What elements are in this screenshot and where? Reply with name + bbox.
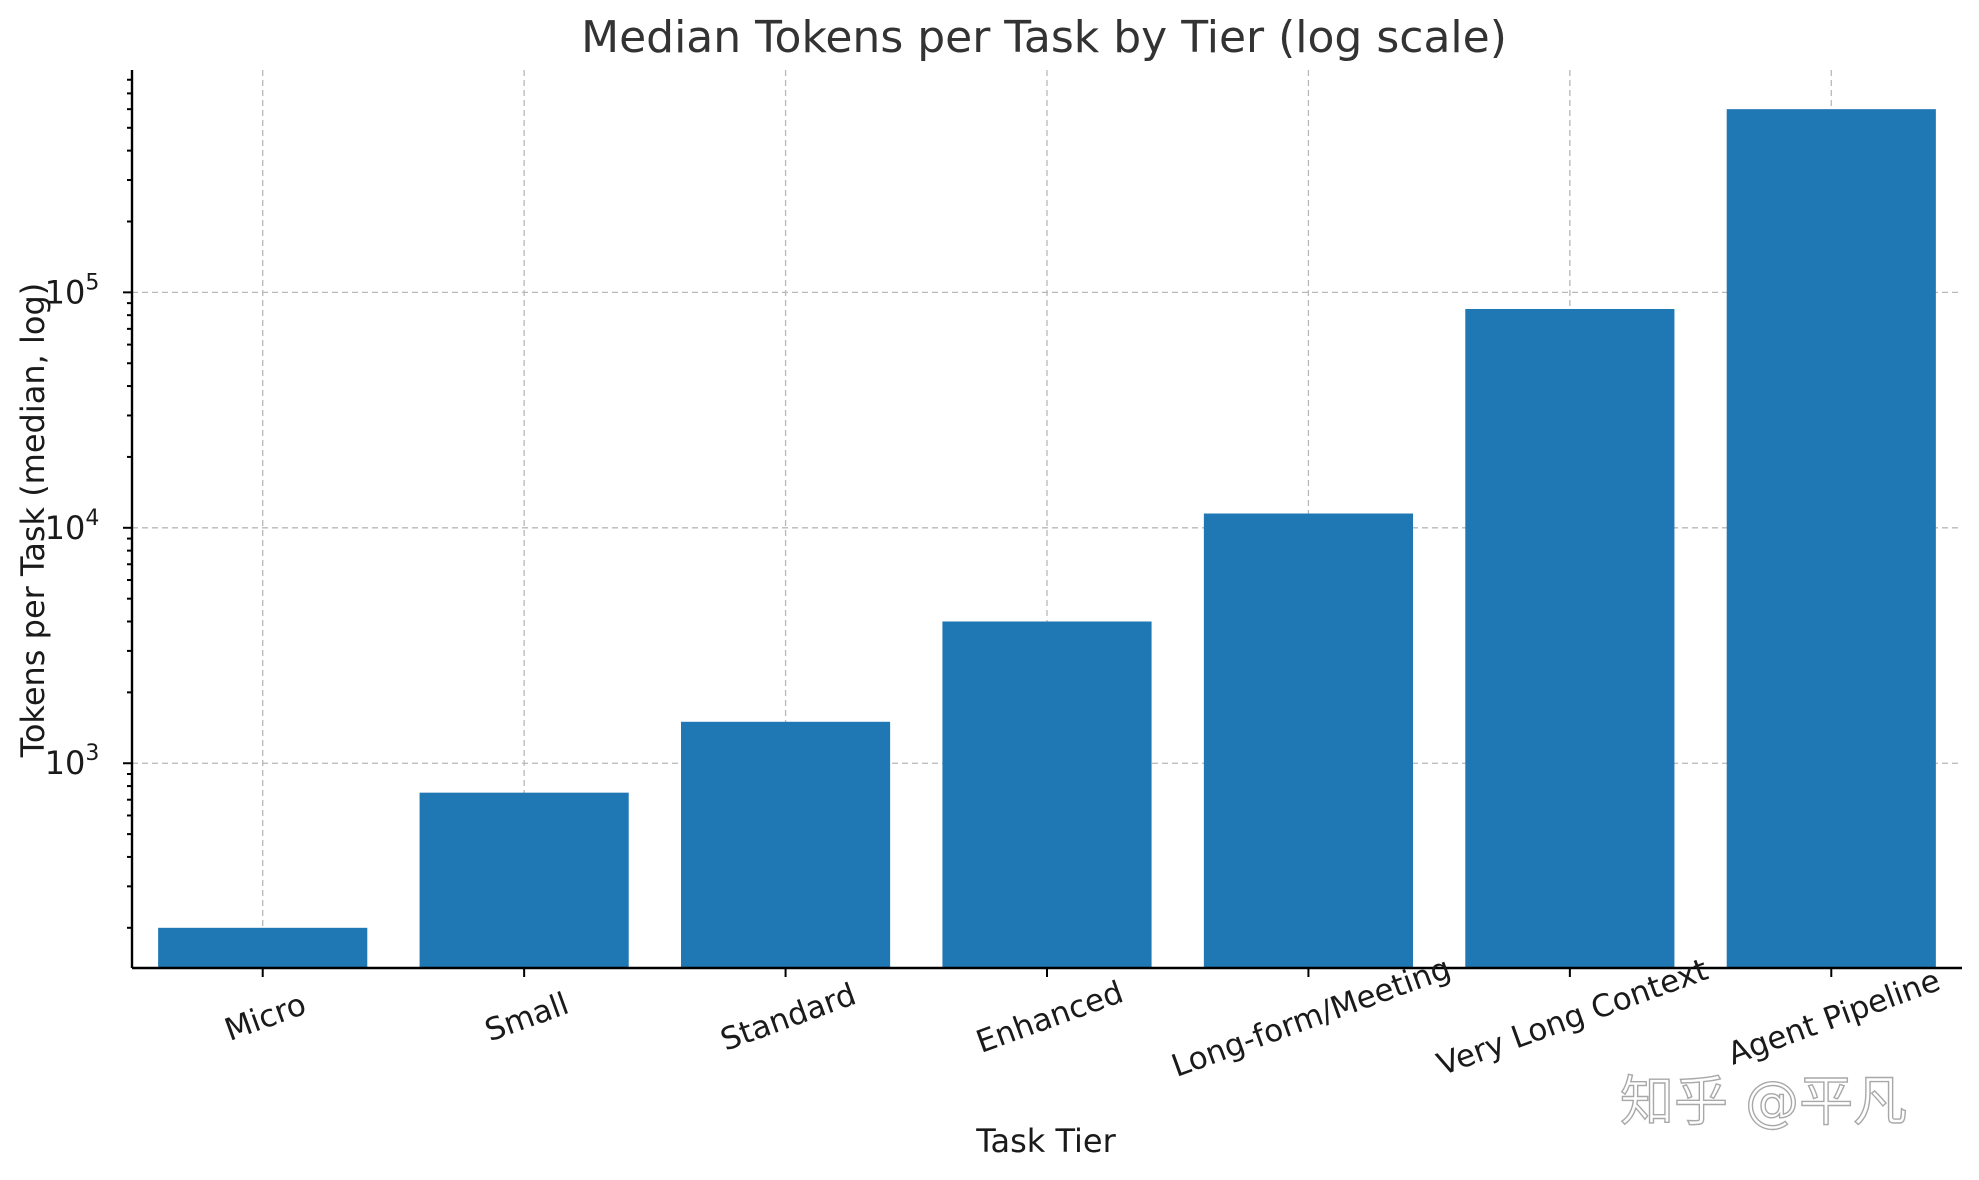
y-tick-labels: 103 104 105 bbox=[45, 270, 100, 782]
x-tick-label: Micro bbox=[220, 986, 311, 1048]
x-tick-label: Enhanced bbox=[972, 974, 1128, 1060]
x-tick-label: Agent Pipeline bbox=[1723, 962, 1945, 1072]
x-tick-labels: Micro Small Standard Enhanced Long-form/Meet… bbox=[220, 950, 1945, 1084]
bar bbox=[158, 927, 368, 968]
y-tick-label: 105 bbox=[45, 270, 100, 311]
chart-title: Median Tokens per Task by Tier (log scal… bbox=[581, 12, 1507, 63]
x-tick-label: Long-form/Meeting bbox=[1167, 950, 1456, 1084]
bar bbox=[1203, 513, 1413, 968]
axes bbox=[123, 70, 1962, 977]
x-axis-label: Task Tier bbox=[975, 1122, 1116, 1160]
x-tick-label: Very Long Context bbox=[1432, 952, 1712, 1083]
bar bbox=[942, 621, 1152, 968]
bars bbox=[158, 109, 1936, 969]
y-tick-label: 103 bbox=[45, 741, 100, 782]
x-tick-label: Standard bbox=[716, 976, 861, 1058]
x-tick-label: Small bbox=[480, 986, 573, 1049]
bar bbox=[681, 721, 891, 968]
bar bbox=[1726, 109, 1936, 968]
y-axis-label: Tokens per Task (median, log) bbox=[14, 283, 52, 759]
bar bbox=[1465, 308, 1675, 969]
watermark: 知乎 @平凡 bbox=[1620, 1070, 1907, 1133]
bar bbox=[419, 792, 629, 968]
y-tick-label: 104 bbox=[45, 506, 100, 547]
